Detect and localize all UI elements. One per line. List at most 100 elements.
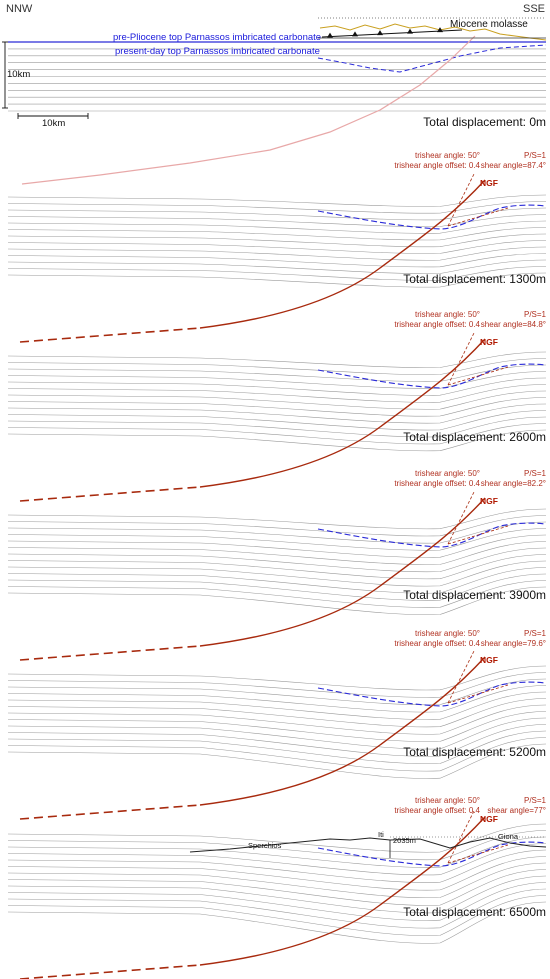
- stratigraphic-layer: [7, 220, 547, 234]
- fault-trace: [199, 656, 486, 806]
- trishear-offset-label: trishear angle offset: 0.4: [394, 639, 480, 648]
- stratigraphic-layer: [7, 194, 547, 207]
- stratigraphic-layer: [7, 685, 547, 713]
- trishear-boundary: [447, 810, 475, 864]
- stratigraphic-layer: [7, 246, 547, 261]
- trishear-angle-label: trishear angle: 50°: [414, 310, 480, 319]
- present-day-horizon: [317, 363, 547, 389]
- displacement-label: Total displacement: 2600m: [403, 430, 546, 444]
- stratigraphic-layer: [7, 730, 547, 765]
- trishear-offset-label: trishear angle offset: 0.4: [394, 479, 480, 488]
- trishear-boundary: [447, 491, 475, 545]
- stratigraphic-layer: [7, 358, 547, 375]
- ngf-label: NGF: [480, 496, 498, 506]
- displacement-label: Total displacement: 5200m: [403, 745, 546, 759]
- stratigraphic-layer: [7, 554, 547, 580]
- stratigraphic-layer: [7, 272, 547, 288]
- stratigraphic-layer: [7, 416, 547, 438]
- stratigraphic-layer: [7, 541, 547, 565]
- present-day-horizon: [317, 681, 547, 707]
- ps-label: P/S=1: [523, 310, 546, 319]
- trishear-angle-label: trishear angle: 50°: [414, 151, 480, 160]
- stratigraphic-layer: [7, 410, 547, 431]
- giona-label: Giona: [498, 832, 519, 841]
- shear-angle-label: shear angle=87.4°: [480, 161, 546, 170]
- stratigraphic-layer: [7, 233, 547, 248]
- displacement-label: Total displacement: 3900m: [403, 588, 546, 602]
- stratigraphic-layer: [7, 691, 547, 720]
- stratigraphic-layer: [7, 207, 547, 221]
- stratigraphic-layer: [7, 672, 547, 698]
- fault-trace-faint: [21, 35, 476, 185]
- fault-trace: [199, 497, 486, 647]
- stratigraphic-layer: [7, 743, 547, 779]
- fault-extension: [19, 327, 201, 343]
- stratigraphic-layer: [7, 371, 547, 389]
- trishear-boundary: [447, 844, 509, 864]
- trishear-angle-label: trishear angle: 50°: [414, 796, 480, 805]
- stratigraphic-layer: [7, 724, 547, 757]
- topographic-profile: [189, 837, 547, 853]
- ngf-label: NGF: [480, 337, 498, 347]
- ps-label: P/S=1: [523, 796, 546, 805]
- stratigraphic-layer: [7, 882, 547, 921]
- stratigraphic-layer: [7, 528, 547, 551]
- stratigraphic-layer: [7, 390, 547, 410]
- fault-trace: [199, 338, 486, 488]
- trishear-offset-label: trishear angle offset: 0.4: [394, 806, 480, 815]
- fault-extension: [19, 486, 201, 502]
- stratigraphic-layer: [7, 214, 547, 227]
- pre-pliocene-legend: pre-Pliocene top Parnassos imbricated ca…: [113, 32, 322, 43]
- present-day-legend: present-day top Parnassos imbricated car…: [115, 46, 320, 57]
- ngf-label: NGF: [480, 814, 498, 824]
- ngf-label: NGF: [480, 178, 498, 188]
- vertical-scale-label: 10km: [7, 69, 31, 80]
- sperchios-label: Sperchios: [248, 841, 282, 850]
- stratigraphic-layer: [7, 377, 547, 396]
- stratigraphic-layer: [7, 573, 547, 601]
- stratigraphic-layer: [7, 253, 547, 268]
- stratigraphic-layer: [7, 830, 547, 861]
- stratigraphic-layer: [7, 711, 547, 742]
- stratigraphic-layer: [7, 534, 547, 558]
- fault-trace: [199, 816, 486, 966]
- stratigraphic-layer: [7, 266, 547, 281]
- ngf-label: NGF: [480, 655, 498, 665]
- displacement-label: Total displacement: 0m: [423, 115, 546, 129]
- stratigraphic-layer: [7, 849, 547, 883]
- stratigraphic-layer: [7, 429, 547, 452]
- present-day-horizon: [317, 204, 547, 230]
- shear-angle-label: shear angle=84.8°: [480, 320, 546, 329]
- ps-label: P/S=1: [523, 469, 546, 478]
- relief-label: 2035m: [393, 836, 416, 845]
- stratigraphic-layer: [7, 397, 547, 417]
- stratigraphic-layer: [7, 843, 547, 876]
- present-day-horizon: [317, 841, 547, 867]
- stratigraphic-layer: [7, 227, 547, 241]
- molasse-legend: Miocene molasse: [450, 19, 528, 30]
- stratigraphic-layer: [7, 580, 547, 608]
- stratigraphic-layer: [7, 875, 547, 914]
- horizontal-scale-label: 10km: [42, 118, 66, 129]
- fault-extension: [19, 964, 201, 979]
- stratigraphic-layer: [7, 888, 547, 929]
- stratigraphic-layer: [7, 856, 547, 891]
- stratigraphic-layer: [7, 384, 547, 403]
- stratigraphic-layer: [7, 567, 547, 594]
- stratigraphic-layer: [7, 869, 547, 906]
- trishear-boundary: [447, 525, 509, 545]
- stratigraphic-layer: [7, 364, 547, 382]
- trishear-offset-label: trishear angle offset: 0.4: [394, 320, 480, 329]
- fault-extension: [19, 645, 201, 661]
- shear-angle-label: shear angle=77°: [487, 806, 546, 815]
- stratigraphic-layer: [7, 201, 547, 214]
- stratigraphic-layer: [7, 560, 547, 587]
- thrust-tooth-icon: [377, 30, 383, 36]
- nnw-label: NNW: [6, 3, 33, 15]
- stratigraphic-layer: [7, 240, 547, 254]
- trishear-angle-label: trishear angle: 50°: [414, 629, 480, 638]
- trishear-boundary: [447, 173, 475, 227]
- displacement-label: Total displacement: 6500m: [403, 905, 546, 919]
- stratigraphic-layer: [7, 521, 547, 544]
